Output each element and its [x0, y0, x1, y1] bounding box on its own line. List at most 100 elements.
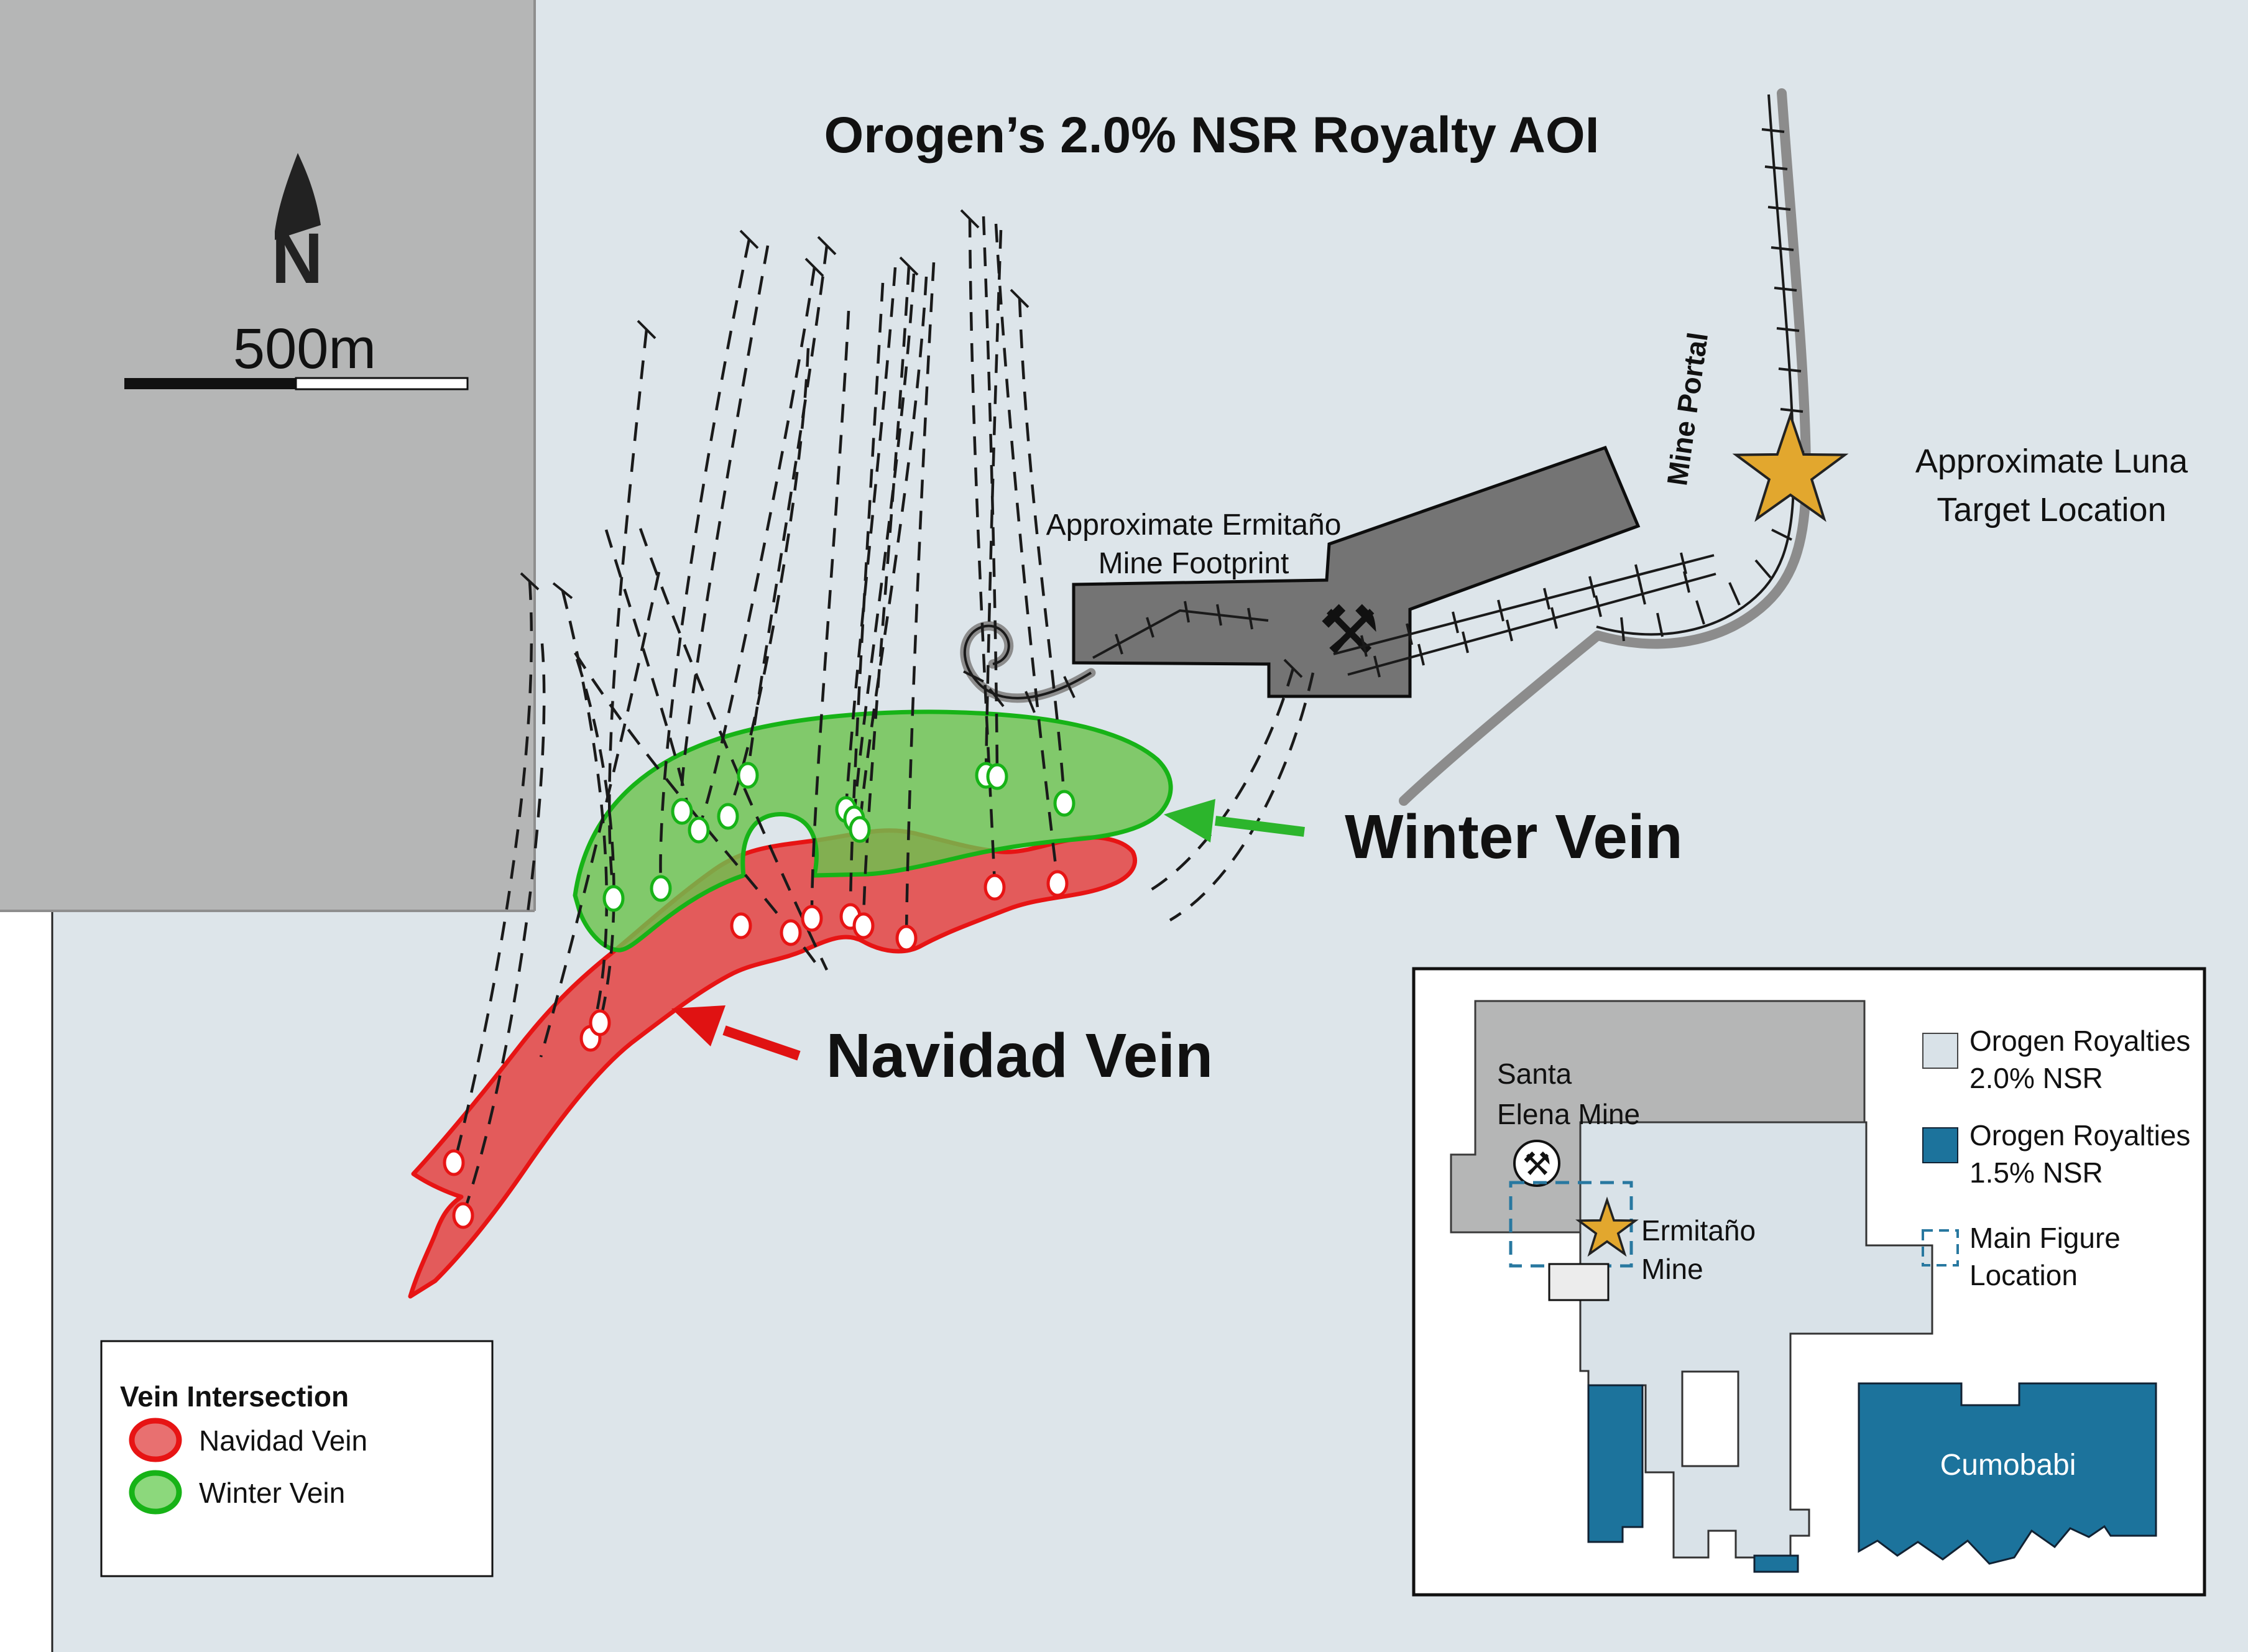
inset-legend-swatch-mainfigure: [1922, 1229, 1959, 1267]
inset-claims-1p5-small: [1753, 1554, 1799, 1573]
drill-trace: [844, 267, 897, 807]
inset-ermitano-line2: Mine: [1641, 1253, 1703, 1285]
vein-intersection-marker: [602, 885, 625, 912]
drill-trace: [994, 223, 1059, 881]
legend-winter-marker-icon: [129, 1470, 182, 1515]
drill-trace: [659, 239, 751, 887]
decline-line-2: [1347, 573, 1716, 676]
winter-vein-arrow-head: [1164, 799, 1215, 842]
luna-label-line1: Approximate Luna: [1915, 443, 2188, 480]
footprint-adit-line: [1092, 609, 1269, 659]
inset-legend-1p5-line1: Orogen Royalties: [1969, 1119, 2190, 1151]
vein-intersection-marker: [780, 919, 802, 946]
inset-legend-1p5-line2: 1.5% NSR: [1969, 1156, 2103, 1189]
north-label: N: [271, 219, 323, 298]
vein-intersection-marker: [801, 905, 823, 932]
luna-label-line2: Target Location: [1937, 491, 2166, 528]
west-rail-line: [963, 624, 1092, 699]
inset-small-claim: [1548, 1263, 1610, 1301]
inset-claims-gap: [1681, 1370, 1739, 1467]
drill-trace: [852, 273, 916, 816]
inset-legend-swatch-1p5: [1922, 1127, 1958, 1163]
inset-santa-elena-line1: Santa: [1497, 1058, 1572, 1090]
drill-trace: [575, 658, 615, 1020]
inset-legend-2p0-line2: 2.0% NSR: [1969, 1062, 2103, 1094]
drill-trace: [698, 267, 816, 828]
vein-intersection-marker: [986, 763, 1008, 790]
legend-navidad-marker-icon: [129, 1418, 182, 1462]
portal-rail-line: [1596, 94, 1795, 636]
mine-pick-icon: ⚒: [1319, 593, 1380, 669]
decline-line-1: [1333, 554, 1715, 655]
drill-trace: [905, 262, 936, 936]
legend-winter-label: Winter Vein: [199, 1477, 345, 1509]
vein-intersection-marker: [589, 1009, 611, 1036]
adit-ticks: [1115, 601, 1253, 655]
decline-ticks: [1360, 552, 1690, 678]
drill-trace: [1018, 298, 1066, 801]
inset-legend-mainfigure-line1: Main Figure: [1969, 1222, 2121, 1254]
drill-collar-ticks: [520, 209, 1303, 678]
vein-intersection-marker: [452, 1202, 474, 1229]
navidad-vein-label: Navidad Vein: [826, 1021, 1213, 1091]
vein-intersection-marker: [852, 912, 875, 939]
footprint-label-line2: Mine Footprint: [1099, 547, 1289, 580]
inset-legend-2p0-line1: Orogen Royalties: [1969, 1025, 2190, 1057]
santa-elena-area-main: [0, 0, 535, 911]
drill-trace: [539, 571, 661, 1058]
vein-intersection-marker: [1046, 870, 1069, 897]
vein-intersection-marker: [895, 925, 918, 952]
vein-intersection-marker: [849, 816, 871, 843]
inset-ermitano-star-icon: [1575, 1196, 1639, 1257]
scale-label: 500m: [233, 317, 376, 381]
drill-trace: [604, 529, 689, 803]
inset-ermitano-line1: Ermitaño: [1641, 1214, 1756, 1247]
winter-vein-intersections: [602, 762, 1076, 912]
vein-intersection-marker: [688, 816, 710, 844]
drill-trace: [968, 218, 997, 885]
drill-trace: [638, 528, 829, 971]
winter-vein-label: Winter Vein: [1345, 802, 1683, 872]
inset-cumobabi-polygon: [1858, 1382, 2157, 1565]
west-rail-ticks: [963, 670, 1076, 713]
navidad-vein-arrow-shaft: [722, 1025, 801, 1061]
mine-portal-road: [1399, 88, 1812, 806]
scale-bar-left: [124, 378, 296, 389]
vein-intersection-marker: [737, 762, 759, 789]
winter-vein-shape: [573, 709, 1173, 953]
scale-bar-right: [295, 377, 469, 390]
drill-trace: [463, 643, 546, 1212]
inset-location-map: Cumobabi Santa Elena Mine ⚒ Ermitaño Min…: [1412, 967, 2206, 1597]
legend-navidad-label: Navidad Vein: [199, 1424, 367, 1457]
inset-mine-pick-icon: ⚒: [1522, 1147, 1552, 1183]
inset-mine-symbol-circle: [1513, 1140, 1560, 1187]
vein-intersection-marker: [650, 875, 672, 902]
vein-intersection-legend: Vein Intersection Navidad Vein Winter Ve…: [100, 1340, 494, 1577]
footprint-label-line1: Approximate Ermitaño: [1046, 509, 1342, 542]
drill-trace: [1149, 668, 1295, 892]
drill-trace: [454, 581, 533, 1158]
north-arrow-icon: [275, 153, 321, 240]
navidad-vein-arrow-head: [671, 1005, 726, 1046]
inset-legend-swatch-2p0: [1922, 1033, 1958, 1069]
page-title: Orogen’s 2.0% NSR Royalty AOI: [824, 107, 1599, 164]
drill-trace: [984, 229, 1003, 773]
vein-intersection-marker: [984, 874, 1006, 901]
legend-title: Vein Intersection: [120, 1380, 349, 1413]
vein-intersection-marker: [730, 912, 752, 939]
drill-trace: [679, 245, 770, 809]
drill-trace: [810, 310, 850, 916]
inset-claims-1p5-strip: [1587, 1384, 1644, 1543]
vein-intersection-marker: [1053, 790, 1076, 817]
vein-intersection-marker: [671, 798, 693, 825]
drill-trace: [849, 282, 885, 914]
inset-santa-elena-line2: Elena Mine: [1497, 1098, 1640, 1130]
ermitano-footprint: [1072, 445, 1641, 698]
vein-intersection-marker: [717, 803, 739, 830]
navidad-vein-intersections: [443, 870, 1069, 1229]
inset-cumobabi-label: Cumobabi: [1940, 1449, 2076, 1482]
inset-legend-mainfigure-line2: Location: [1969, 1259, 2078, 1291]
drill-trace: [607, 329, 648, 896]
